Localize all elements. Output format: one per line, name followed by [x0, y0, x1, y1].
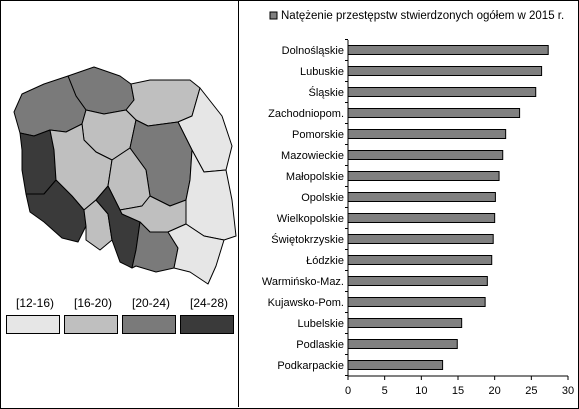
category-label-5: Mazowieckie	[281, 150, 344, 162]
category-label-6: Małopolskie	[286, 171, 344, 183]
legend-swatch-1	[64, 315, 118, 334]
bar-6	[347, 171, 500, 181]
category-label-10: Łódzkie	[306, 255, 344, 267]
chart-legend-swatch	[269, 11, 278, 20]
legend-swatch-2	[122, 315, 176, 334]
category-label-12: Kujawsko-Pom.	[268, 297, 344, 309]
legend-label-3: [24-28)	[190, 296, 229, 310]
bar-14	[347, 339, 458, 349]
bar-1	[347, 66, 543, 76]
x-tick-label-5: 25	[525, 385, 537, 397]
bar-9	[347, 234, 494, 244]
category-label-15: Podkarpackie	[277, 360, 344, 372]
bar-3	[347, 108, 521, 118]
bar-12	[347, 297, 486, 307]
legend-label-0: [12-16)	[16, 296, 55, 310]
x-tick-label-0: 0	[345, 385, 351, 397]
poland-choropleth-map	[13, 66, 237, 285]
bar-5	[347, 150, 504, 160]
bar-2	[347, 87, 537, 97]
map-region-malopolskie	[131, 221, 179, 273]
bar-0	[347, 45, 549, 55]
legend-swatch-3	[180, 315, 234, 334]
category-label-7: Opolskie	[301, 192, 344, 204]
x-tick-label-3: 15	[452, 385, 464, 397]
panel-divider	[238, 0, 239, 407]
category-label-9: Świętokrzyskie	[271, 233, 344, 246]
category-label-8: Wielkopolskie	[277, 213, 344, 225]
bar-11	[347, 276, 488, 286]
category-label-14: Podlaskie	[296, 339, 344, 351]
bar-13	[347, 318, 463, 328]
legend-label-2: [20-24)	[132, 296, 171, 310]
x-tick-label-1: 5	[382, 385, 388, 397]
bar-4	[347, 129, 507, 139]
x-tick-label-6: 30	[562, 385, 574, 397]
category-label-13: Lubelskie	[298, 318, 344, 330]
category-label-2: Śląskie	[309, 86, 344, 99]
chart-legend-label: Natężenie przestępstw stwierdzonych ogół…	[281, 10, 564, 22]
map-region-podkarpackie	[167, 223, 225, 285]
bar-15	[347, 360, 444, 370]
category-label-0: Dolnośląskie	[282, 45, 344, 57]
bar-7	[347, 192, 496, 202]
category-label-4: Pomorskie	[292, 129, 344, 141]
bar-chart: Natężenie przestępstw stwierdzonych ogół…	[262, 10, 574, 397]
category-label-3: Zachodniopom.	[268, 108, 344, 120]
legend-swatch-0	[6, 315, 60, 334]
x-tick-label-4: 20	[489, 385, 501, 397]
bar-8	[347, 213, 496, 223]
category-label-1: Lubuskie	[300, 66, 344, 78]
chart-legend: Natężenie przestępstw stwierdzonych ogół…	[269, 10, 564, 22]
x-tick-label-2: 10	[415, 385, 427, 397]
legend-label-1: [16-20)	[74, 296, 113, 310]
bar-10	[347, 255, 493, 265]
map-region-lubuskie	[19, 129, 57, 195]
category-label-11: Warmińsko-Maz.	[262, 276, 344, 288]
